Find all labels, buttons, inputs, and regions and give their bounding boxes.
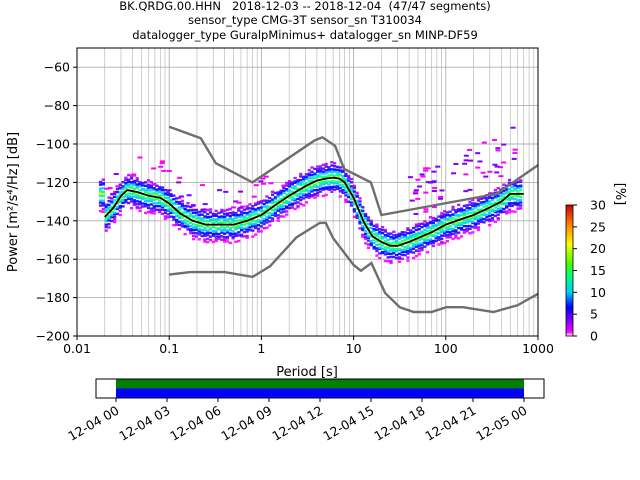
x-axis: 0.01 0.1 1 10 100 1000 <box>63 336 554 356</box>
coverage-band-top <box>116 379 524 389</box>
y-tick-label: −140 <box>36 213 70 228</box>
colorbar-tick-label: 30 <box>590 198 606 213</box>
coverage-band-bottom <box>116 388 524 398</box>
y-tick-label: −100 <box>36 137 70 152</box>
y-tick-label: −180 <box>36 290 70 305</box>
y-tick-label: −60 <box>44 60 70 75</box>
time-tick-label: 12-04 06 <box>167 403 223 444</box>
y-tick-label: −200 <box>36 329 70 344</box>
time-tick-label: 12-04 00 <box>65 403 121 444</box>
chart-title-line-2: sensor_type CMG-3T sensor_sn T310034 <box>188 13 422 27</box>
time-tick-label: 12-04 03 <box>116 403 172 444</box>
x-tick-label: 0.1 <box>159 341 179 356</box>
colorbar-label: [%] <box>612 183 627 206</box>
noise-model-nlnm <box>169 221 539 314</box>
colorbar-tick-label: 20 <box>590 241 606 256</box>
y-axis: −60 −80 −100 −120 −140 −160 −180 −200 <box>36 60 77 344</box>
colorbar-tick-label: 5 <box>590 307 598 322</box>
x-tick-label: 1000 <box>522 341 554 356</box>
x-axis-label: Period [s] <box>276 365 338 380</box>
chart-title-line-1: BK.QRDG.00.HHN 2018-12-03 -- 2018-12-04 … <box>119 0 491 13</box>
colorbar-tick-label: 0 <box>590 329 598 344</box>
y-axis-label: Power [m²/s⁴/Hz] [dB] <box>6 132 21 272</box>
time-tick-label: 12-04 18 <box>371 403 427 444</box>
y-tick-label: −80 <box>44 98 70 113</box>
time-tick-label: 12-04 21 <box>422 403 478 444</box>
plot-frame <box>76 47 539 337</box>
colorbar: 0 5 10 15 20 25 30 <box>565 198 606 344</box>
time-tick-label: 12-04 12 <box>269 403 325 444</box>
colorbar-tick-label: 10 <box>590 285 606 300</box>
time-tick-label: 12-05 00 <box>473 403 529 444</box>
colorbar-tick-label: 15 <box>590 263 606 278</box>
colorbar-gradient <box>565 204 574 337</box>
psd-density <box>98 126 523 265</box>
time-tick-label: 12-04 09 <box>218 403 274 444</box>
x-tick-label: 1 <box>257 341 265 356</box>
plot-area <box>76 47 539 337</box>
median-curve <box>104 176 524 247</box>
x-tick-label: 10 <box>346 341 362 356</box>
x-tick-label: 100 <box>434 341 458 356</box>
time-tick-label: 12-04 15 <box>320 403 376 444</box>
colorbar-tick-label: 25 <box>590 219 606 234</box>
chart-title-line-3: datalogger_type GuralpMinimus+ datalogge… <box>132 28 478 42</box>
y-tick-label: −120 <box>36 175 70 190</box>
noise-model-nhnm <box>168 125 539 217</box>
y-tick-label: −160 <box>36 252 70 267</box>
x-tick-label: 0.01 <box>63 341 91 356</box>
